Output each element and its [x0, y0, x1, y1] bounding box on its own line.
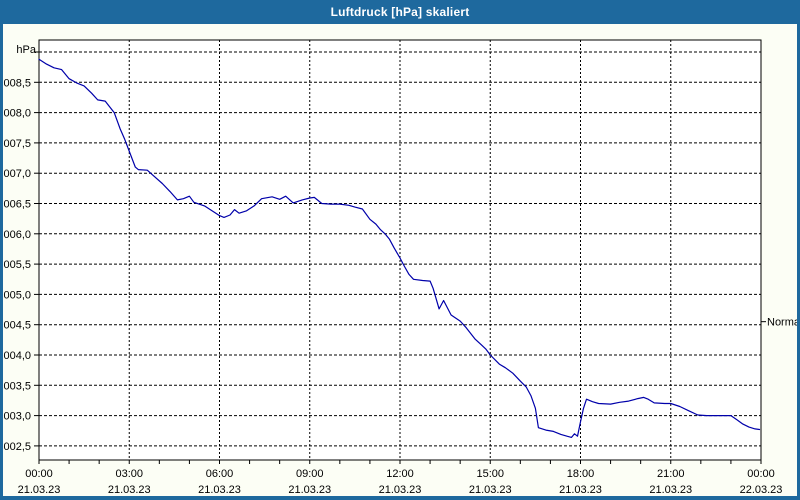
x-tick-time-label: 18:00: [567, 468, 595, 480]
x-tick-date-label: 21.03.23: [469, 484, 512, 496]
axis-ticks: [34, 51, 762, 464]
plot-border: [38, 39, 762, 461]
normal-label: Normal: [767, 317, 797, 329]
x-tick-date-label: 22.03.23: [740, 484, 783, 496]
pressure-curve: [38, 58, 761, 438]
y-tick-label: 1003,0: [3, 411, 31, 423]
title-bar: Luftdruck [hPa] skaliert: [0, 0, 800, 24]
x-tick-time-label: 15:00: [476, 468, 504, 480]
x-tick-time-label: 21:00: [657, 468, 685, 480]
x-tick-time-label: 09:00: [296, 468, 324, 480]
y-tick-label: 1002,5: [3, 441, 31, 453]
y-tick-label: 1004,5: [3, 320, 31, 332]
x-tick-time-label: 06:00: [206, 468, 234, 480]
series-luftdruck: [38, 58, 761, 438]
y-tick-label: 1008,5: [3, 77, 31, 89]
gridlines: [39, 40, 761, 460]
y-axis-unit-label: hPa: [16, 44, 36, 56]
y-tick-label: 1005,0: [3, 289, 31, 301]
x-tick-time-label: 03:00: [115, 468, 143, 480]
x-tick-time-label: 12:00: [386, 468, 414, 480]
x-tick-date-label: 21.03.23: [108, 484, 151, 496]
pressure-chart: 1008,5 1008,0 1007,5 1007,0 1006,5 1006,0 1005…: [3, 39, 797, 496]
axis-labels: 1008,5 1008,0 1007,5 1007,0 1006,5 1006,0 1005…: [3, 77, 782, 496]
chart-area: 1008,5 1008,0 1007,5 1007,0 1006,5 1006,0 1005…: [3, 24, 797, 496]
y-tick-label: 1007,5: [3, 138, 31, 150]
y-tick-label: 1006,0: [3, 229, 31, 241]
y-tick-label: 1004,0: [3, 350, 31, 362]
x-tick-date-label: 21.03.23: [379, 484, 422, 496]
x-tick-date-label: 21.03.23: [198, 484, 241, 496]
x-tick-date-label: 21.03.23: [649, 484, 692, 496]
normal-marker: Normal: [761, 317, 797, 329]
x-tick-time-label: 00:00: [747, 468, 775, 480]
x-tick-time-label: 00:00: [25, 468, 53, 480]
y-tick-label: 1006,5: [3, 199, 31, 211]
y-tick-label: 1005,5: [3, 259, 31, 271]
window-title: Luftdruck [hPa] skaliert: [330, 5, 470, 19]
y-tick-label: 1007,0: [3, 168, 31, 180]
y-tick-label: 1003,5: [3, 380, 31, 392]
y-tick-label: 1008,0: [3, 108, 31, 120]
x-tick-date-label: 21.03.23: [559, 484, 602, 496]
x-tick-date-label: 21.03.23: [18, 484, 61, 496]
x-tick-date-label: 21.03.23: [288, 484, 331, 496]
